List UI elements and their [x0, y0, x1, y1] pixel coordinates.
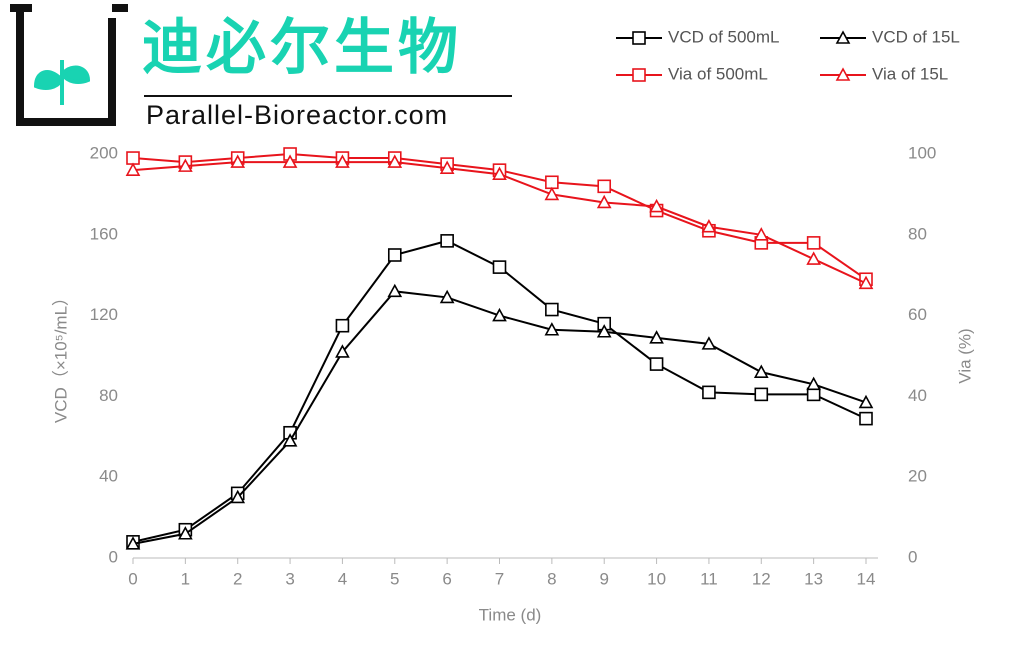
marker — [858, 275, 874, 290]
marker — [387, 283, 403, 298]
y2-tick-label: 60 — [908, 305, 927, 324]
legend-label: VCD of 15L — [872, 27, 960, 46]
x-tick-label: 12 — [752, 569, 771, 588]
x-tick-label: 3 — [285, 569, 294, 588]
brand-url: Parallel-Bioreactor.com — [146, 100, 448, 130]
y2-tick-label: 40 — [908, 386, 927, 405]
marker — [649, 198, 664, 213]
marker — [701, 336, 717, 350]
marker — [178, 526, 193, 540]
marker — [125, 536, 141, 550]
marker — [545, 302, 559, 317]
brand-name: 迪必尔生物 — [142, 14, 462, 81]
logo: 迪必尔生物 Parallel-Bioreactor.com — [10, 4, 512, 130]
marker — [632, 68, 646, 82]
marker — [545, 175, 559, 190]
marker — [835, 30, 851, 44]
logo-sprout — [33, 60, 91, 105]
marker — [858, 394, 874, 409]
marker — [754, 387, 769, 402]
y-tick-label: 80 — [99, 386, 118, 405]
marker — [387, 154, 403, 168]
marker — [701, 219, 717, 233]
marker — [282, 433, 298, 447]
legend-label: Via of 15L — [872, 64, 948, 83]
x-tick-label: 2 — [233, 569, 242, 588]
y-axis-label: VCD（×10⁵/mL） — [51, 289, 70, 423]
y-tick-label: 120 — [90, 305, 118, 324]
marker — [753, 364, 769, 378]
series-line — [132, 290, 867, 545]
x-tick-label: 7 — [495, 569, 504, 588]
y2-axis-label: Via (%) — [955, 328, 974, 383]
marker — [387, 248, 402, 262]
marker — [439, 289, 455, 304]
y2-tick-label: 20 — [908, 467, 927, 486]
marker — [230, 154, 246, 168]
legend-label: Via of 500mL — [668, 64, 768, 83]
x-tick-label: 14 — [857, 569, 876, 588]
y-tick-label: 0 — [109, 547, 118, 566]
marker — [806, 236, 821, 250]
x-axis-label: Time (d) — [479, 605, 542, 624]
marker — [544, 322, 560, 336]
marker — [544, 186, 560, 201]
marker — [492, 260, 507, 274]
logo-icon — [10, 4, 128, 126]
marker — [649, 330, 664, 344]
y2-tick-label: 80 — [908, 224, 927, 243]
marker — [806, 251, 821, 265]
marker — [335, 318, 350, 333]
marker — [492, 307, 507, 322]
legend-label: VCD of 500mL — [668, 27, 780, 46]
marker — [597, 179, 612, 194]
marker — [835, 67, 851, 81]
marker — [596, 194, 612, 209]
x-tick-label: 6 — [442, 569, 451, 588]
marker — [649, 357, 664, 371]
marker — [335, 344, 350, 358]
marker — [335, 154, 350, 168]
x-tick-label: 9 — [599, 569, 608, 588]
marker — [440, 234, 454, 248]
x-tick-label: 8 — [547, 569, 556, 588]
marker — [632, 31, 646, 45]
y2-tick-label: 100 — [908, 143, 936, 162]
marker — [439, 160, 455, 174]
x-tick-label: 1 — [181, 569, 190, 588]
marker — [282, 154, 298, 168]
y-tick-label: 40 — [99, 467, 118, 486]
marker — [806, 387, 821, 402]
x-tick-label: 13 — [804, 569, 823, 588]
marker — [753, 227, 769, 241]
x-tick-label: 11 — [700, 569, 718, 588]
x-tick-label: 0 — [128, 569, 137, 588]
x-tick-label: 4 — [338, 569, 347, 588]
y-tick-label: 200 — [90, 143, 118, 162]
marker — [702, 385, 716, 400]
marker — [859, 411, 873, 426]
marker — [492, 166, 507, 180]
marker — [125, 162, 141, 176]
marker — [230, 489, 246, 504]
marker — [596, 324, 612, 338]
marker — [806, 376, 821, 391]
y2-tick-label: 0 — [908, 547, 917, 566]
marker — [178, 158, 193, 172]
x-tick-label: 5 — [390, 569, 399, 588]
marker — [126, 151, 140, 165]
y-tick-label: 160 — [90, 224, 118, 243]
x-tick-label: 10 — [647, 569, 666, 588]
